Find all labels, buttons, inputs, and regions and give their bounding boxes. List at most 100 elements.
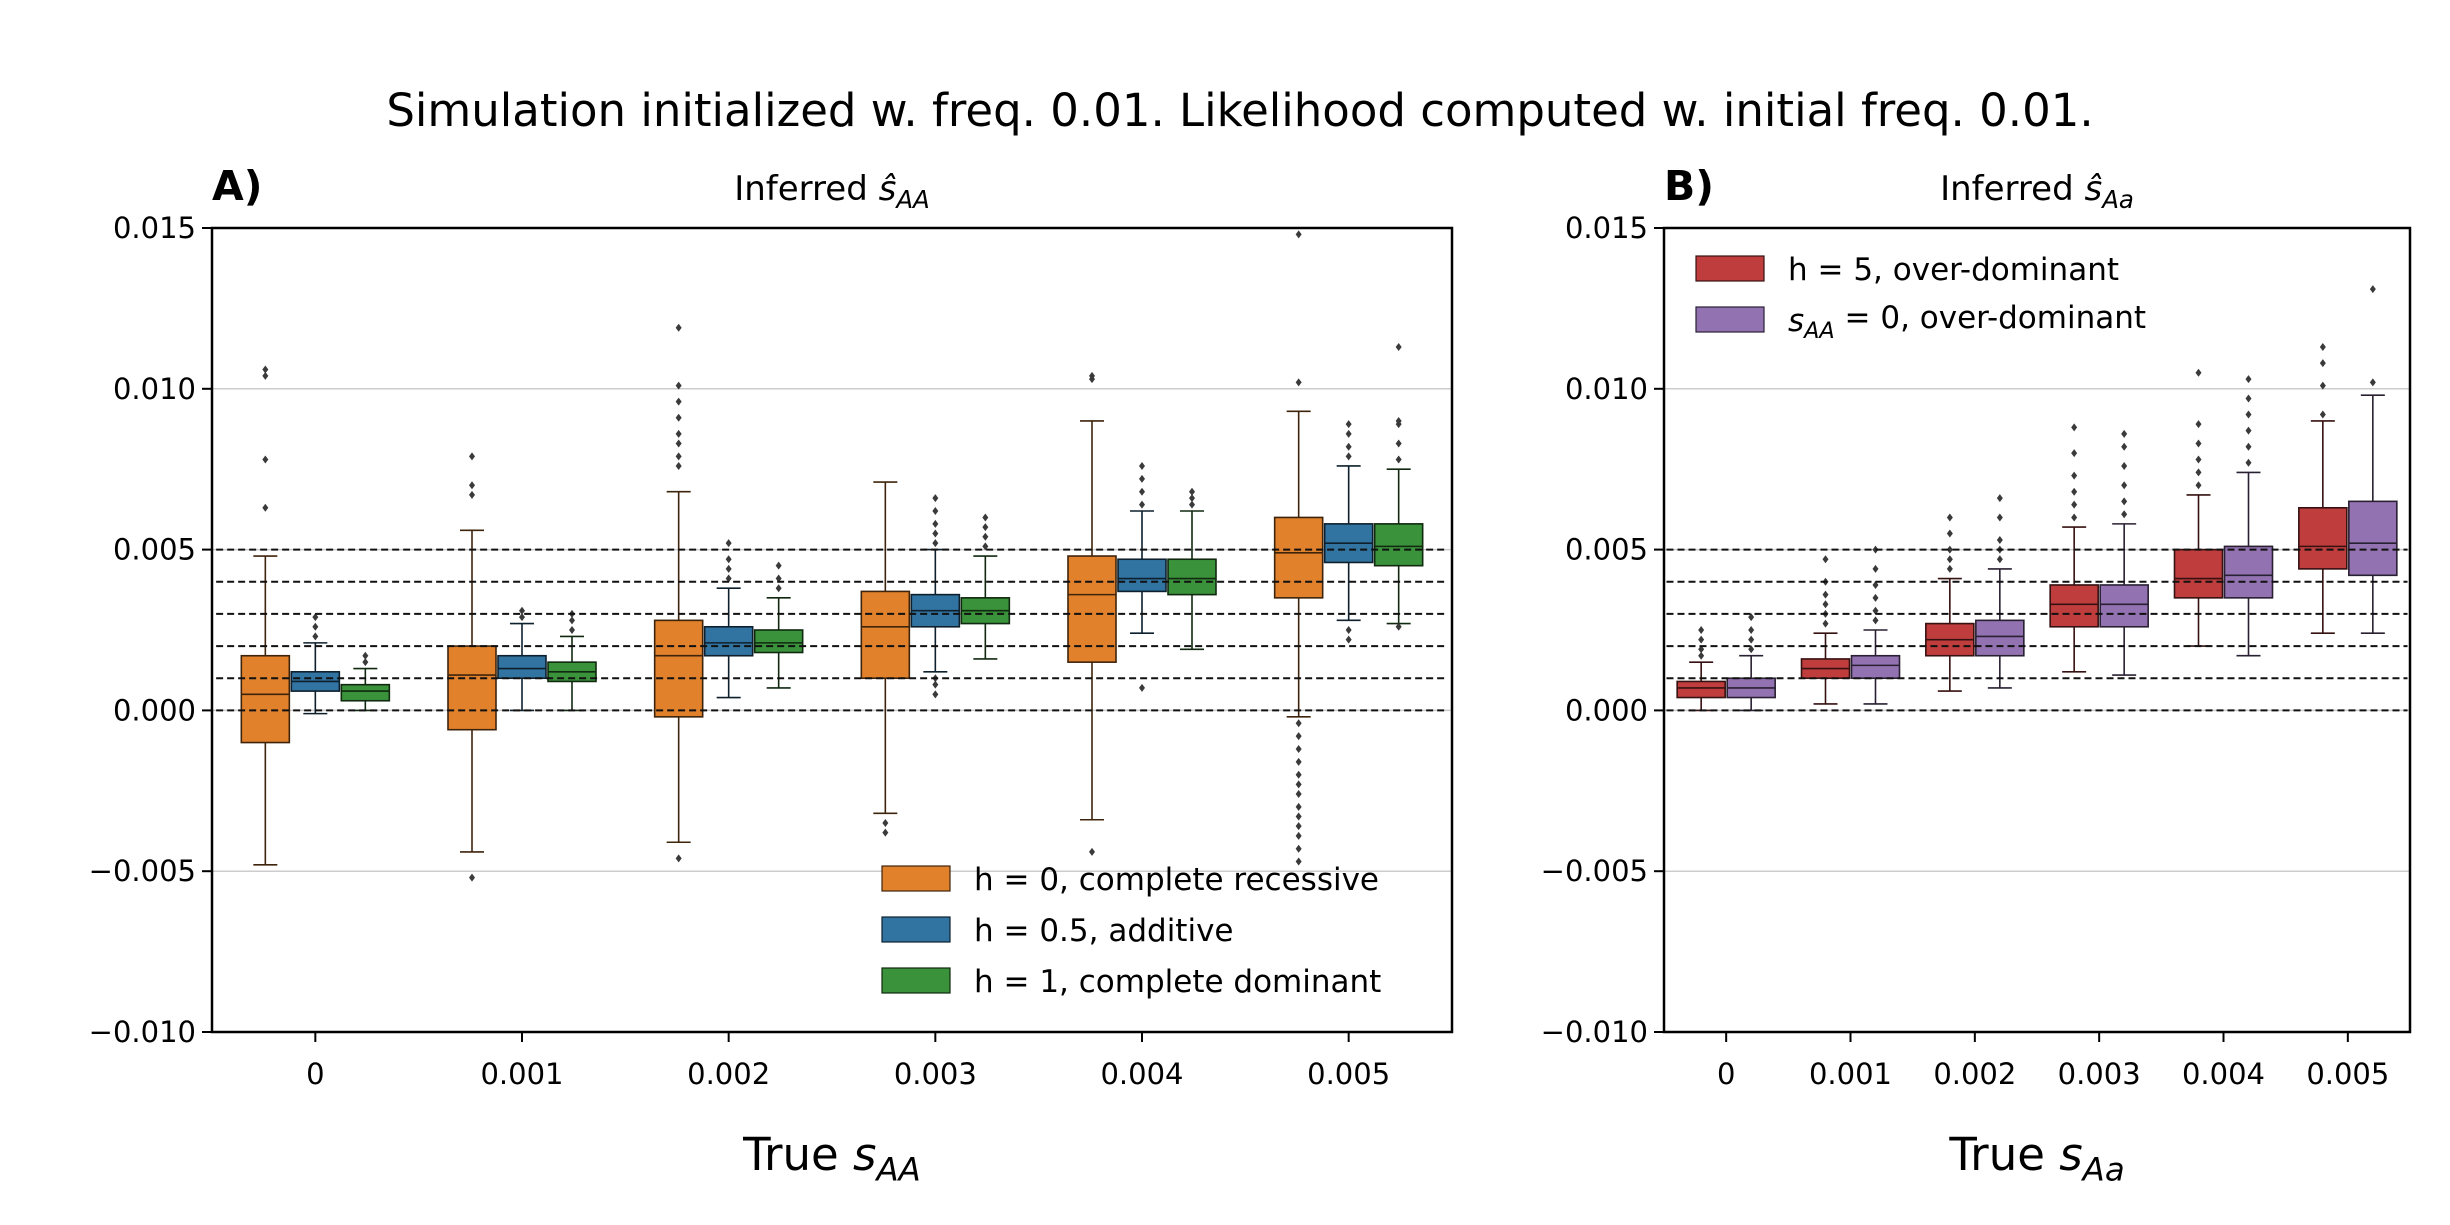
- outlier-point: [882, 828, 889, 837]
- box-0-series-1: [1726, 613, 1776, 712]
- outlier-point: [1345, 420, 1352, 429]
- axes-frame: [1662, 226, 2412, 1034]
- box-2-series-0: [653, 323, 704, 863]
- legend: h = 0, complete recessive h = 0.5, additi…: [881, 862, 1381, 1000]
- box-1-series-2: [547, 609, 597, 712]
- box-iqr: [497, 654, 547, 680]
- outlier-point: [1345, 635, 1352, 644]
- outlier-point: [2245, 375, 2252, 384]
- outlier-point: [1395, 416, 1402, 425]
- outlier-point: [1295, 732, 1302, 741]
- outlier-point: [1946, 513, 1953, 522]
- outlier-point: [1996, 494, 2003, 503]
- box-0-series-1: [290, 613, 341, 715]
- box-5-series-0: [2298, 342, 2348, 635]
- outlier-point: [262, 365, 269, 374]
- box-5-series-1: [1323, 420, 1374, 644]
- outlier-point: [1946, 529, 1953, 538]
- box-iqr: [1850, 654, 1901, 680]
- outlier-point: [675, 439, 682, 448]
- y-tick-label: −0.005: [1541, 854, 1648, 888]
- y-tick-label: 0.000: [113, 693, 196, 727]
- outlier-point: [1295, 802, 1302, 811]
- outlier-point: [1345, 452, 1352, 461]
- x-axis-label: True sAa: [1948, 1128, 2124, 1188]
- outlier-point: [2121, 510, 2128, 519]
- outlier-point: [1295, 831, 1302, 840]
- outlier-point: [932, 494, 939, 503]
- box-iqr: [703, 625, 754, 657]
- outlier-point: [1996, 555, 2003, 564]
- outlier-point: [2319, 359, 2326, 368]
- box-5-series-0: [1273, 230, 1324, 866]
- box-iqr: [2099, 584, 2149, 628]
- box-3-series-0: [860, 481, 911, 837]
- box-4-series-2: [1167, 487, 1217, 651]
- outlier-point: [569, 626, 575, 634]
- y-tick-label: 0.010: [1565, 372, 1648, 406]
- x-tick-label: 0.001: [1809, 1057, 1892, 1091]
- outlier-point: [1295, 822, 1302, 831]
- panel-subtitle-math-base: ŝ: [2084, 169, 2102, 209]
- outlier-point: [2245, 394, 2252, 403]
- outlier-point: [1139, 461, 1145, 470]
- x-tick-label: 0: [306, 1057, 324, 1091]
- outlier-point: [1748, 645, 1755, 654]
- legend-label: h = 1, complete dominant: [974, 964, 1381, 1000]
- box-iqr: [2173, 548, 2224, 599]
- y-tick-label: 0.005: [1565, 533, 1648, 567]
- box-0-series-0: [240, 365, 291, 866]
- outlier-point: [775, 561, 782, 570]
- outlier-point: [1295, 857, 1302, 866]
- legend-label-math-sub: AA: [1802, 318, 1835, 344]
- outlier-point: [1139, 474, 1145, 483]
- outlier-point: [2369, 378, 2376, 387]
- outlier-point: [1139, 487, 1145, 496]
- y-tick-label: 0.000: [1565, 693, 1648, 727]
- box-iqr: [1373, 523, 1424, 567]
- outlier-point: [2195, 481, 2202, 490]
- outlier-point: [2121, 481, 2128, 490]
- box-0-series-2: [340, 651, 391, 712]
- outlier-point: [2071, 423, 2078, 432]
- outlier-point: [1395, 455, 1402, 464]
- box-3-series-1: [2099, 429, 2149, 676]
- legend-entry-1: sAA = 0, over-dominant: [1695, 300, 2146, 344]
- outlier-point: [2319, 381, 2326, 390]
- box-0-series-0: [1676, 626, 1726, 712]
- box-iqr: [1067, 555, 1117, 663]
- legend-entry-0: h = 0, complete recessive: [881, 862, 1379, 898]
- outlier-point: [1872, 616, 1879, 625]
- outlier-point: [1345, 626, 1352, 634]
- outlier-point: [1698, 645, 1705, 654]
- outlier-point: [1295, 812, 1302, 821]
- outlier-point: [1872, 593, 1879, 602]
- outlier-point: [1395, 342, 1402, 351]
- box-iqr: [1117, 558, 1167, 593]
- outlier-point: [982, 542, 989, 551]
- outlier-point: [2121, 429, 2128, 438]
- outlier-point: [675, 397, 682, 406]
- outlier-point: [725, 539, 732, 548]
- outlier-point: [469, 452, 475, 461]
- legend: h = 5, over-dominant sAA = 0, over-domina…: [1695, 252, 2146, 344]
- box-4-series-1: [2223, 375, 2274, 657]
- outlier-point: [1996, 513, 2003, 522]
- outlier-point: [2245, 458, 2252, 467]
- box-2-series-0: [1925, 513, 1975, 692]
- box-3-series-2: [960, 513, 1011, 660]
- legend-label: h = 0.5, additive: [974, 913, 1234, 949]
- outlier-point: [1946, 555, 1953, 564]
- panel-subtitle-math-sub: Aa: [2100, 185, 2134, 214]
- outlier-point: [675, 413, 682, 422]
- outlier-point: [1295, 230, 1302, 239]
- legend-swatch: [1695, 306, 1765, 333]
- legend-label-rest: = 0, over-dominant: [1835, 300, 2146, 336]
- outlier-point: [775, 574, 782, 583]
- outlier-point: [1996, 535, 2003, 544]
- outlier-point: [775, 584, 782, 593]
- box-1-series-0: [1800, 555, 1851, 705]
- x-tick-label: 0.002: [1933, 1057, 2016, 1091]
- box-iqr: [2223, 545, 2274, 599]
- outlier-point: [982, 532, 989, 541]
